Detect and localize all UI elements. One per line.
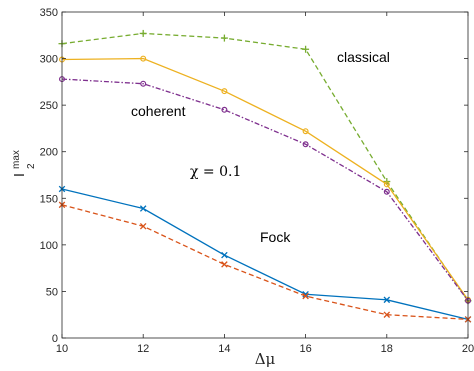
annotation-classical: classical [337,49,390,65]
series-line-coherent_solid [61,57,469,301]
data-point-coherent_solid-4 [383,181,390,188]
y-axis-label-superscript: max [11,150,22,169]
x-tick-label-1: 12 [137,343,149,355]
y-axis-label-base: I [11,173,28,177]
x-tick-label-4: 18 [381,343,393,355]
data-point-fock_solid-2 [221,251,228,259]
svg-text:I: I [11,173,28,177]
data-point-fock_dashed-2 [221,261,228,268]
series-line-fock_dashed [61,204,469,321]
data-point-fock_solid-3 [302,290,309,298]
series-line-classical_dashed [61,32,469,302]
y-tick-label-3: 150 [40,193,58,205]
y-tick-label-1: 50 [46,286,58,298]
data-point-fock_solid-4 [383,296,391,304]
x-tick-label-3: 16 [299,343,311,355]
y-tick-label-2: 100 [40,240,58,252]
y-tick-label-4: 200 [40,147,58,159]
data-point-coherent_solid-1 [140,55,147,62]
annotation-chi: χ = 0.1 [190,164,241,180]
x-tick-label-2: 14 [218,343,230,355]
annotation-fock: Fock [260,229,291,245]
data-point-coherent_dashdot-3 [302,141,309,148]
data-point-fock_solid-1 [139,205,147,212]
data-point-classical_dashed-1 [139,29,147,37]
series-line-coherent_dashdot [61,78,469,302]
series-line-fock_solid [61,188,469,321]
y-axis-label: I 2 max [11,150,37,177]
data-point-coherent_solid-3 [302,128,309,135]
data-point-coherent_dashdot-1 [140,80,147,87]
data-point-fock_dashed-1 [139,222,147,230]
x-tick-label-5: 20 [462,343,474,355]
data-point-classical_dashed-2 [220,34,228,42]
data-point-coherent_dashdot-2 [221,106,228,113]
annotation-coherent: coherent [131,103,186,119]
y-axis-label-subscript: 2 [26,163,37,169]
x-tick-label-0: 10 [56,343,68,355]
y-tick-label-0: 0 [52,333,58,345]
data-point-fock_dashed-3 [302,292,309,300]
plot-area [62,12,468,338]
data-point-classical_dashed-3 [302,45,310,53]
data-point-fock_dashed-4 [383,311,391,318]
y-tick-label-5: 250 [40,100,58,112]
y-tick-label-7: 350 [40,7,58,19]
y-tick-label-6: 300 [40,54,58,66]
data-point-coherent_dashdot-4 [383,188,390,195]
x-axis-label: Δμ [255,350,276,368]
axes-box [61,11,469,339]
data-point-coherent_solid-2 [221,88,228,95]
